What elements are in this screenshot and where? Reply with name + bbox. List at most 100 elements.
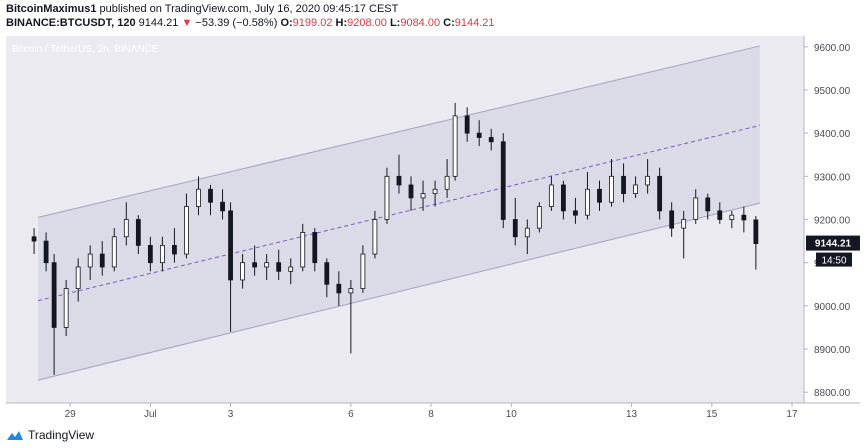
channel-upper-line[interactable] xyxy=(37,45,761,218)
candle[interactable] xyxy=(681,210,687,259)
candle[interactable] xyxy=(609,159,614,207)
candle[interactable] xyxy=(645,159,651,194)
candle[interactable] xyxy=(476,120,482,147)
candle[interactable] xyxy=(99,241,105,276)
candle[interactable] xyxy=(536,202,542,233)
candle[interactable] xyxy=(500,133,506,229)
candle-body xyxy=(240,262,245,281)
ohlc-line: BINANCE:BTCUSDT, 120 9144.21 ▼ −53.39 (−… xyxy=(6,17,495,29)
candle[interactable] xyxy=(753,216,759,270)
candle-body xyxy=(609,175,614,203)
candle[interactable] xyxy=(408,176,414,211)
candle-body xyxy=(536,206,542,229)
candle[interactable] xyxy=(288,258,294,285)
candle[interactable] xyxy=(488,128,494,151)
tradingview-footer[interactable]: TradingView xyxy=(6,428,94,442)
candle-body xyxy=(621,175,626,194)
candle[interactable] xyxy=(585,172,590,220)
candle-body xyxy=(196,188,201,207)
candle-body xyxy=(252,262,258,268)
candle-body xyxy=(741,214,747,221)
candle[interactable] xyxy=(208,184,213,216)
candle[interactable] xyxy=(396,154,402,194)
y-tick-label: 9000.00 xyxy=(814,302,851,313)
candle-body xyxy=(585,188,590,216)
candle[interactable] xyxy=(31,228,37,255)
candle-body xyxy=(75,266,81,289)
candle[interactable] xyxy=(452,102,458,181)
candle-body xyxy=(348,288,354,294)
candle[interactable] xyxy=(360,245,366,293)
candle[interactable] xyxy=(548,176,554,211)
candle[interactable] xyxy=(621,163,626,203)
candle-body xyxy=(444,175,450,190)
candle[interactable] xyxy=(111,228,117,272)
candle[interactable] xyxy=(135,215,141,255)
y-tick-label: 8900.00 xyxy=(814,345,851,356)
candle[interactable] xyxy=(300,223,306,272)
candle[interactable] xyxy=(264,254,270,280)
candle[interactable] xyxy=(633,176,638,198)
candle[interactable] xyxy=(172,228,177,263)
price-change: −53.39 (−0.58%) xyxy=(195,17,278,29)
candle[interactable] xyxy=(159,236,165,272)
channel-lower-line[interactable] xyxy=(37,202,761,381)
candle[interactable] xyxy=(196,176,201,216)
candle[interactable] xyxy=(276,249,282,280)
candle[interactable] xyxy=(252,245,258,276)
candle[interactable] xyxy=(348,279,354,354)
candle[interactable] xyxy=(312,228,318,272)
price-axis[interactable] xyxy=(804,36,860,403)
candle[interactable] xyxy=(220,189,225,220)
candle-body xyxy=(488,137,494,143)
candle-body xyxy=(452,115,458,177)
y-tick-label: 9400.00 xyxy=(814,129,851,140)
last-price-tag[interactable] xyxy=(806,235,860,251)
candle[interactable] xyxy=(464,107,470,142)
candle-body xyxy=(324,262,330,285)
candle[interactable] xyxy=(444,159,450,198)
candle[interactable] xyxy=(741,206,747,233)
candle[interactable] xyxy=(324,258,330,298)
candle[interactable] xyxy=(657,167,663,220)
candle[interactable] xyxy=(43,232,49,272)
candle-body xyxy=(597,188,602,203)
candle[interactable] xyxy=(87,245,93,280)
channel-mid-line[interactable] xyxy=(37,124,761,302)
candle[interactable] xyxy=(336,271,342,306)
x-tick-label: 8 xyxy=(428,409,434,420)
candle[interactable] xyxy=(51,254,57,375)
candle[interactable] xyxy=(669,202,675,237)
candle[interactable] xyxy=(432,180,438,207)
candle-body xyxy=(51,262,57,328)
candle[interactable] xyxy=(147,236,153,272)
candle-body xyxy=(31,236,37,242)
candle[interactable] xyxy=(717,202,723,224)
candle[interactable] xyxy=(75,258,81,302)
candle[interactable] xyxy=(512,197,518,246)
candle[interactable] xyxy=(420,180,426,211)
candle[interactable] xyxy=(63,279,69,337)
candle[interactable] xyxy=(597,180,602,211)
candle[interactable] xyxy=(184,193,189,259)
author-name[interactable]: BitcoinMaximus1 xyxy=(6,3,97,15)
candle-body xyxy=(512,219,518,238)
candle[interactable] xyxy=(384,167,390,224)
candle[interactable] xyxy=(573,197,578,224)
candle[interactable] xyxy=(705,193,711,220)
candle[interactable] xyxy=(693,189,699,224)
candle-body xyxy=(360,253,366,289)
candle[interactable] xyxy=(524,219,530,255)
candle[interactable] xyxy=(729,210,735,229)
candle[interactable] xyxy=(123,202,129,246)
candle-body xyxy=(464,115,470,134)
candle[interactable] xyxy=(228,202,233,332)
candle-body xyxy=(645,175,651,186)
candle-body xyxy=(573,210,578,216)
candle-body xyxy=(500,141,506,220)
candle[interactable] xyxy=(372,210,378,259)
candle[interactable] xyxy=(240,254,245,289)
countdown-tag-label: 14:50 xyxy=(821,256,846,267)
candle[interactable] xyxy=(560,180,566,220)
